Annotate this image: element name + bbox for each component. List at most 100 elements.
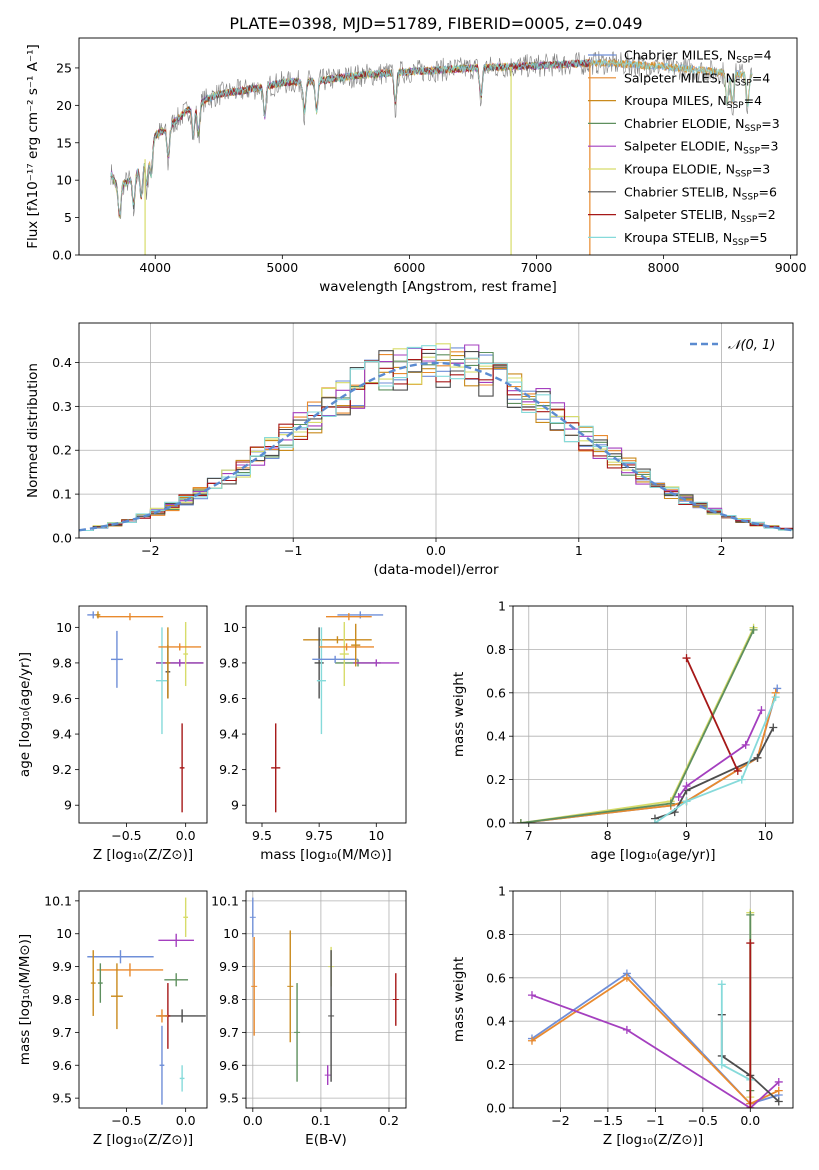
y-tick-label: 9.6 [219,691,239,706]
x-tick-label: −0.5 [688,1113,718,1128]
y-tick-label: 10 [56,926,72,941]
x-tick-label: 8 [604,828,612,843]
y-tick-label: 9.6 [52,691,72,706]
y-axis-label: Normed distribution [25,363,41,498]
x-tick-label: −2 [141,543,159,558]
y-tick-label: 0.0 [486,1101,506,1116]
x-tick-label: 5000 [266,260,298,275]
x-tick-label: 1 [575,543,583,558]
weight-marker [746,910,755,919]
x-tick-label: 10 [368,828,384,843]
axes-frame [78,605,208,824]
y-tick-label: 9.9 [219,959,239,974]
x-axis-label: (data-model)/error [373,562,499,578]
weight-series-line [531,976,780,1105]
axes-frame [78,890,208,1109]
x-tick-label: 0.0 [176,1113,196,1128]
y-tick-label: 9 [231,798,239,813]
weight-marker [717,980,726,989]
legend-label: Kroupa MILES, NSSP=4 [624,93,762,111]
y-tick-label: 0.3 [52,399,72,414]
weight-marker [682,782,691,791]
weight-series-line [654,696,777,823]
model-spectrum-line [110,59,590,215]
weight-marker [622,973,631,982]
y-tick-label: 1 [498,884,506,899]
x-tick-label: 2 [718,543,726,558]
weight-series-line [677,709,763,798]
x-tick-label: 0.2 [379,1113,399,1128]
axes-frame [78,37,798,256]
x-tick-label: 6000 [394,260,426,275]
y-axis-label: Flux [fλ10⁻¹⁷ erg cm⁻² s⁻¹ A⁻¹] [25,44,41,249]
y-tick-label: 0.8 [486,642,506,657]
legend-label: Kroupa ELODIE, NSSP=3 [624,162,770,180]
weight-marker [516,819,525,823]
x-tick-label: 10 [757,828,773,843]
spectrum-plot-area [110,51,753,255]
legend-label: Kroupa STELIB, NSSP=5 [624,230,768,248]
y-tick-label: 10.1 [44,893,72,908]
x-tick-label: 9 [683,828,691,843]
model-spectrum-line [110,59,590,217]
y-tick-label: 9.9 [52,959,72,974]
y-tick-label: 25 [56,60,72,75]
y-tick-label: 0.0 [52,531,72,546]
legend-label: Chabrier STELIB, NSSP=6 [624,184,777,202]
model-spectrum-line [110,58,753,216]
axes-frame [512,605,794,824]
age-weight-panel: 7 8 9 10 0.0 0.2 0.4 0.6 0.8 1 age [log₁₀(age/yr)]… [451,599,794,863]
weight-marker [622,1025,631,1034]
legend-label: Salpeter STELIB, NSSP=2 [624,207,776,225]
y-tick-label: 10 [56,620,72,635]
x-tick-label: −1.5 [593,1113,623,1128]
x-tick-label: −0.5 [111,828,141,843]
legend-label: Chabrier MILES, NSSP=4 [624,48,772,66]
y-tick-label: 9.5 [52,1091,72,1106]
normal-curve [79,361,793,532]
model-spectrum-line [110,58,590,217]
weight-marker [717,1060,726,1069]
x-axis-label: mass [log₁₀(M/M⊙)] [260,847,391,863]
y-tick-label: 9.7 [219,1025,239,1040]
ebv-mass-panel: 0.0 0.1 0.2 9.5 9.6 9.7 9.8 9.9 10 10.1 E(B-V) [211,890,407,1148]
weight-series-line [531,994,780,1108]
y-tick-label: 0.4 [486,1014,506,1029]
y-tick-label: 9.8 [219,992,239,1007]
x-tick-label: 9.75 [305,828,333,843]
x-tick-label: 0.1 [311,1113,331,1128]
weight-series-line [685,657,739,772]
y-tick-label: 9 [64,798,72,813]
weight-marker [674,792,683,801]
z-weight-panel: −2 −1.5 −1 −0.5 0.0 0.0 0.2 0.4 0.6 0.8 1 Z [log₁₀(… [451,884,794,1148]
y-tick-label: 10 [56,173,72,188]
x-axis-label: E(B-V) [305,1132,347,1148]
y-tick-label: 0.4 [52,355,72,370]
weight-series-line [531,972,780,1105]
y-tick-label: 9.2 [52,762,72,777]
z-weight-plot-area [527,908,783,1108]
x-tick-label: −1 [646,1113,664,1128]
weight-marker [650,819,659,823]
y-tick-label: 0.6 [486,970,506,985]
y-tick-label: 9.7 [52,1025,72,1040]
ebv-mass-plot-area [249,897,399,1085]
residuals-plot-area [79,343,793,532]
weight-marker [746,1104,755,1108]
x-axis-label: Z [log₁₀(Z/Z⊙)] [93,1132,193,1148]
y-tick-label: 9.8 [219,655,239,670]
y-tick-label: 20 [56,98,72,113]
y-tick-label: 10.1 [211,893,239,908]
x-tick-label: −1 [284,543,302,558]
x-tick-label: 0.0 [740,1113,760,1128]
x-tick-label: 7 [525,828,533,843]
x-axis-label: Z [log₁₀(Z/Z⊙)] [93,847,193,863]
axes-frame [78,322,794,539]
weight-marker [682,654,691,663]
weight-marker [749,625,758,634]
y-tick-label: 10 [223,926,239,941]
weight-marker [741,740,750,749]
weight-marker [733,766,742,775]
x-axis-label: age [log₁₀(age/yr)] [590,847,715,863]
